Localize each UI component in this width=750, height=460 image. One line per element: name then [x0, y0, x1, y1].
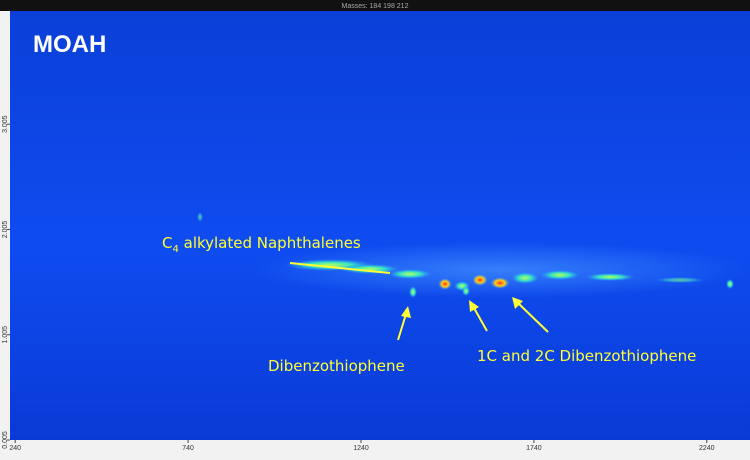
- spot: [438, 278, 452, 290]
- band: [250, 242, 750, 298]
- y-tick-label: 0.005: [2, 431, 9, 449]
- spot: [388, 269, 432, 279]
- x-tick-label: 2240: [699, 445, 715, 452]
- spot: [585, 273, 635, 281]
- spot: [511, 272, 539, 284]
- arrowhead: [469, 300, 479, 312]
- title-strip: [0, 0, 750, 11]
- annotation: C4 alkylated Naphthalenes: [162, 234, 361, 255]
- arrowhead: [401, 306, 411, 318]
- plot-area: [10, 11, 750, 440]
- x-tick-label: 1740: [526, 445, 542, 452]
- arrow: [397, 313, 407, 341]
- x-tick-label: 740: [182, 445, 194, 452]
- spot: [540, 270, 580, 280]
- x-tick-label: 1240: [353, 445, 369, 452]
- spot: [197, 212, 203, 222]
- annotation-subscript: 4: [172, 244, 178, 255]
- spot: [409, 286, 417, 298]
- arrow: [518, 303, 549, 333]
- chart-title: Masses: 184 198 212: [342, 3, 409, 10]
- pointer-line: [289, 262, 391, 274]
- spot: [655, 277, 705, 283]
- annotation-part: C: [162, 234, 172, 252]
- spot: [490, 277, 510, 289]
- y-tick-label: 1.005: [2, 326, 9, 344]
- signal: [197, 212, 750, 298]
- annotation: 1C and 2C Dibenzothiophene: [477, 347, 696, 365]
- arrows: [289, 262, 549, 341]
- arrow: [473, 307, 488, 332]
- panel-label: MOAH: [33, 31, 106, 58]
- x-tick-label: 240: [9, 445, 21, 452]
- y-tick-label: 2.005: [2, 221, 9, 239]
- spot: [726, 279, 734, 289]
- arrowhead: [512, 297, 523, 309]
- annotation: Dibenzothiophene: [268, 357, 405, 375]
- spot: [462, 286, 470, 296]
- spot: [472, 274, 488, 286]
- annotation-part: alkylated Naphthalenes: [179, 234, 361, 252]
- y-tick-label: 3.005: [2, 115, 9, 133]
